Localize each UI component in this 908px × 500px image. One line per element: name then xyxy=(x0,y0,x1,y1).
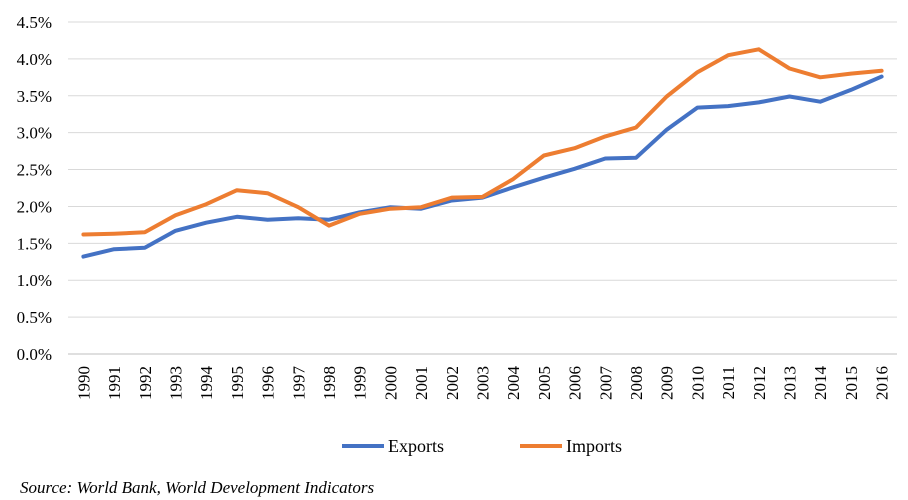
x-tick-label: 1994 xyxy=(197,366,216,401)
x-tick-label: 2015 xyxy=(842,366,861,400)
x-tick-label: 1996 xyxy=(259,366,278,400)
x-tick-label: 2012 xyxy=(750,366,769,400)
x-tick-label: 1991 xyxy=(105,366,124,400)
x-tick-label: 2001 xyxy=(412,366,431,400)
x-tick-label: 2013 xyxy=(781,366,800,400)
series-line-exports xyxy=(81,74,884,259)
legend: Exports Imports xyxy=(342,436,622,456)
x-tick-label: 2009 xyxy=(658,366,677,400)
x-tick-label: 1990 xyxy=(74,366,93,400)
x-tick-label: 2011 xyxy=(719,366,738,399)
y-tick-label: 1.5% xyxy=(17,234,52,253)
x-tick-label: 1992 xyxy=(136,366,155,400)
x-tick-label: 2007 xyxy=(596,366,615,401)
y-tick-label: 2.0% xyxy=(17,197,52,216)
x-tick-label: 2014 xyxy=(811,366,830,401)
x-tick-label: 1999 xyxy=(351,366,370,400)
source-note: Source: World Bank, World Development In… xyxy=(20,478,375,497)
x-tick-label: 2008 xyxy=(627,366,646,400)
x-tick-label: 1995 xyxy=(228,366,247,400)
x-tick-label: 2016 xyxy=(873,366,892,400)
y-tick-label: 4.0% xyxy=(17,50,52,69)
legend-label-exports: Exports xyxy=(388,436,444,456)
x-tick-label: 1993 xyxy=(166,366,185,400)
y-tick-label: 0.0% xyxy=(17,345,52,364)
y-tick-label: 1.0% xyxy=(17,271,52,290)
x-axis-ticks: 1990 1991 1992 1993 1994 1995 1996 1997 1998 1999… xyxy=(74,366,891,401)
legend-label-imports: Imports xyxy=(566,436,622,456)
x-tick-label: 2006 xyxy=(566,366,585,400)
x-tick-label: 2004 xyxy=(504,366,523,401)
x-tick-label: 2005 xyxy=(535,366,554,400)
x-tick-label: 1997 xyxy=(289,366,308,401)
x-tick-label: 2002 xyxy=(443,366,462,400)
series-lines xyxy=(81,47,884,259)
y-tick-label: 3.0% xyxy=(17,124,52,143)
y-tick-label: 2.5% xyxy=(17,161,52,180)
x-tick-label: 2010 xyxy=(688,366,707,400)
x-tick-label: 2000 xyxy=(381,366,400,400)
series-line-imports xyxy=(81,47,884,237)
gridlines xyxy=(68,21,897,355)
y-axis-ticks: 0.0% 0.5% 1.0% 1.5% 2.0% 2.5% 3.0% 3.5% 4.0% 4.5% xyxy=(17,13,52,364)
x-tick-label: 1998 xyxy=(320,366,339,400)
y-tick-label: 3.5% xyxy=(17,87,52,106)
x-tick-label: 2003 xyxy=(474,366,493,400)
y-tick-label: 0.5% xyxy=(17,308,52,327)
y-tick-label: 4.5% xyxy=(17,13,52,32)
